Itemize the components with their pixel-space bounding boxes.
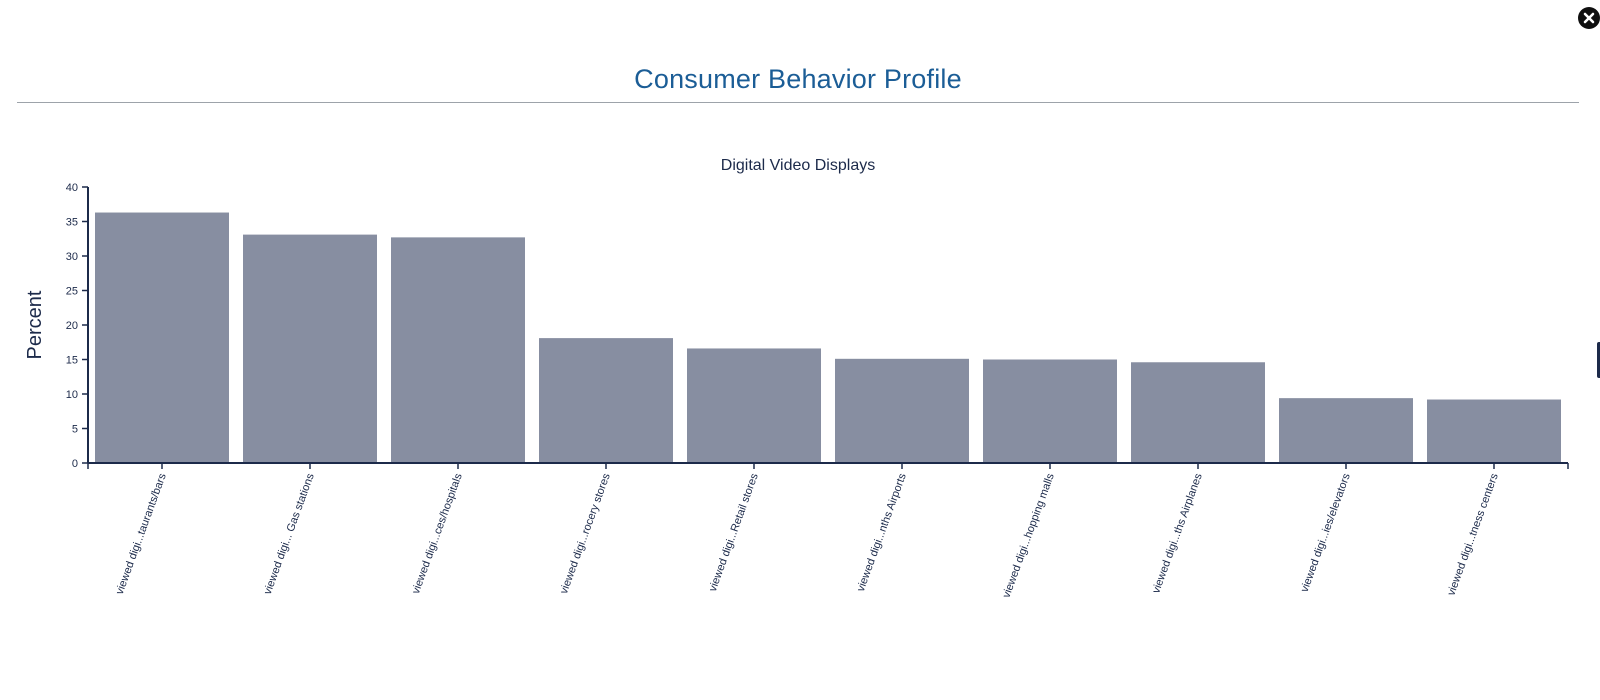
x-tick-label: viewed digi...ths Airplanes <box>1150 471 1205 595</box>
bar <box>539 338 673 463</box>
x-tick-label: viewed digi...hopping malls <box>1001 471 1057 599</box>
bar <box>687 348 821 463</box>
close-icon <box>1583 12 1595 24</box>
page-title: Consumer Behavior Profile <box>634 64 962 94</box>
bar-chart: Digital Video Displays Percent 0 5 10 15 20 25 3… <box>24 157 1569 600</box>
x-tick-label: viewed digi...ies/elevators <box>1299 471 1353 593</box>
y-axis-label: Percent <box>24 290 46 359</box>
y-tick-label: 30 <box>66 251 78 263</box>
y-tick-label: 20 <box>66 320 78 332</box>
x-tick-label: viewed digi... Gas stations <box>262 471 317 596</box>
y-tick-label: 5 <box>72 424 78 436</box>
bar <box>95 212 229 463</box>
y-tick-label: 0 <box>72 458 78 470</box>
chart-title: Digital Video Displays <box>721 157 875 174</box>
scroll-handle[interactable] <box>1597 342 1600 378</box>
y-tick-label: 40 <box>66 182 78 194</box>
x-tick-label: viewed digi...taurants/bars <box>114 471 169 596</box>
y-tick-label: 10 <box>66 389 78 401</box>
bar <box>1427 399 1561 463</box>
bar <box>835 358 969 463</box>
x-tick-label: viewed digi...tness centers <box>1445 471 1501 597</box>
x-tick-label: viewed digi...rocery stores <box>558 471 613 595</box>
x-tick-label: viewed digi...ces/hospitals <box>410 471 465 595</box>
x-tick-label: viewed digi...Retail stores <box>707 471 761 593</box>
close-button[interactable] <box>1578 7 1600 29</box>
x-tick-label: viewed digi...nths Airports <box>855 471 909 593</box>
bar <box>983 359 1117 463</box>
bar <box>1131 362 1265 463</box>
y-tick-label: 35 <box>66 217 78 229</box>
y-tick-label: 25 <box>66 286 78 298</box>
bar <box>391 237 525 463</box>
y-tick-label: 15 <box>66 355 78 367</box>
bar <box>1279 398 1413 463</box>
bar <box>243 234 377 463</box>
header-divider <box>17 102 1579 103</box>
